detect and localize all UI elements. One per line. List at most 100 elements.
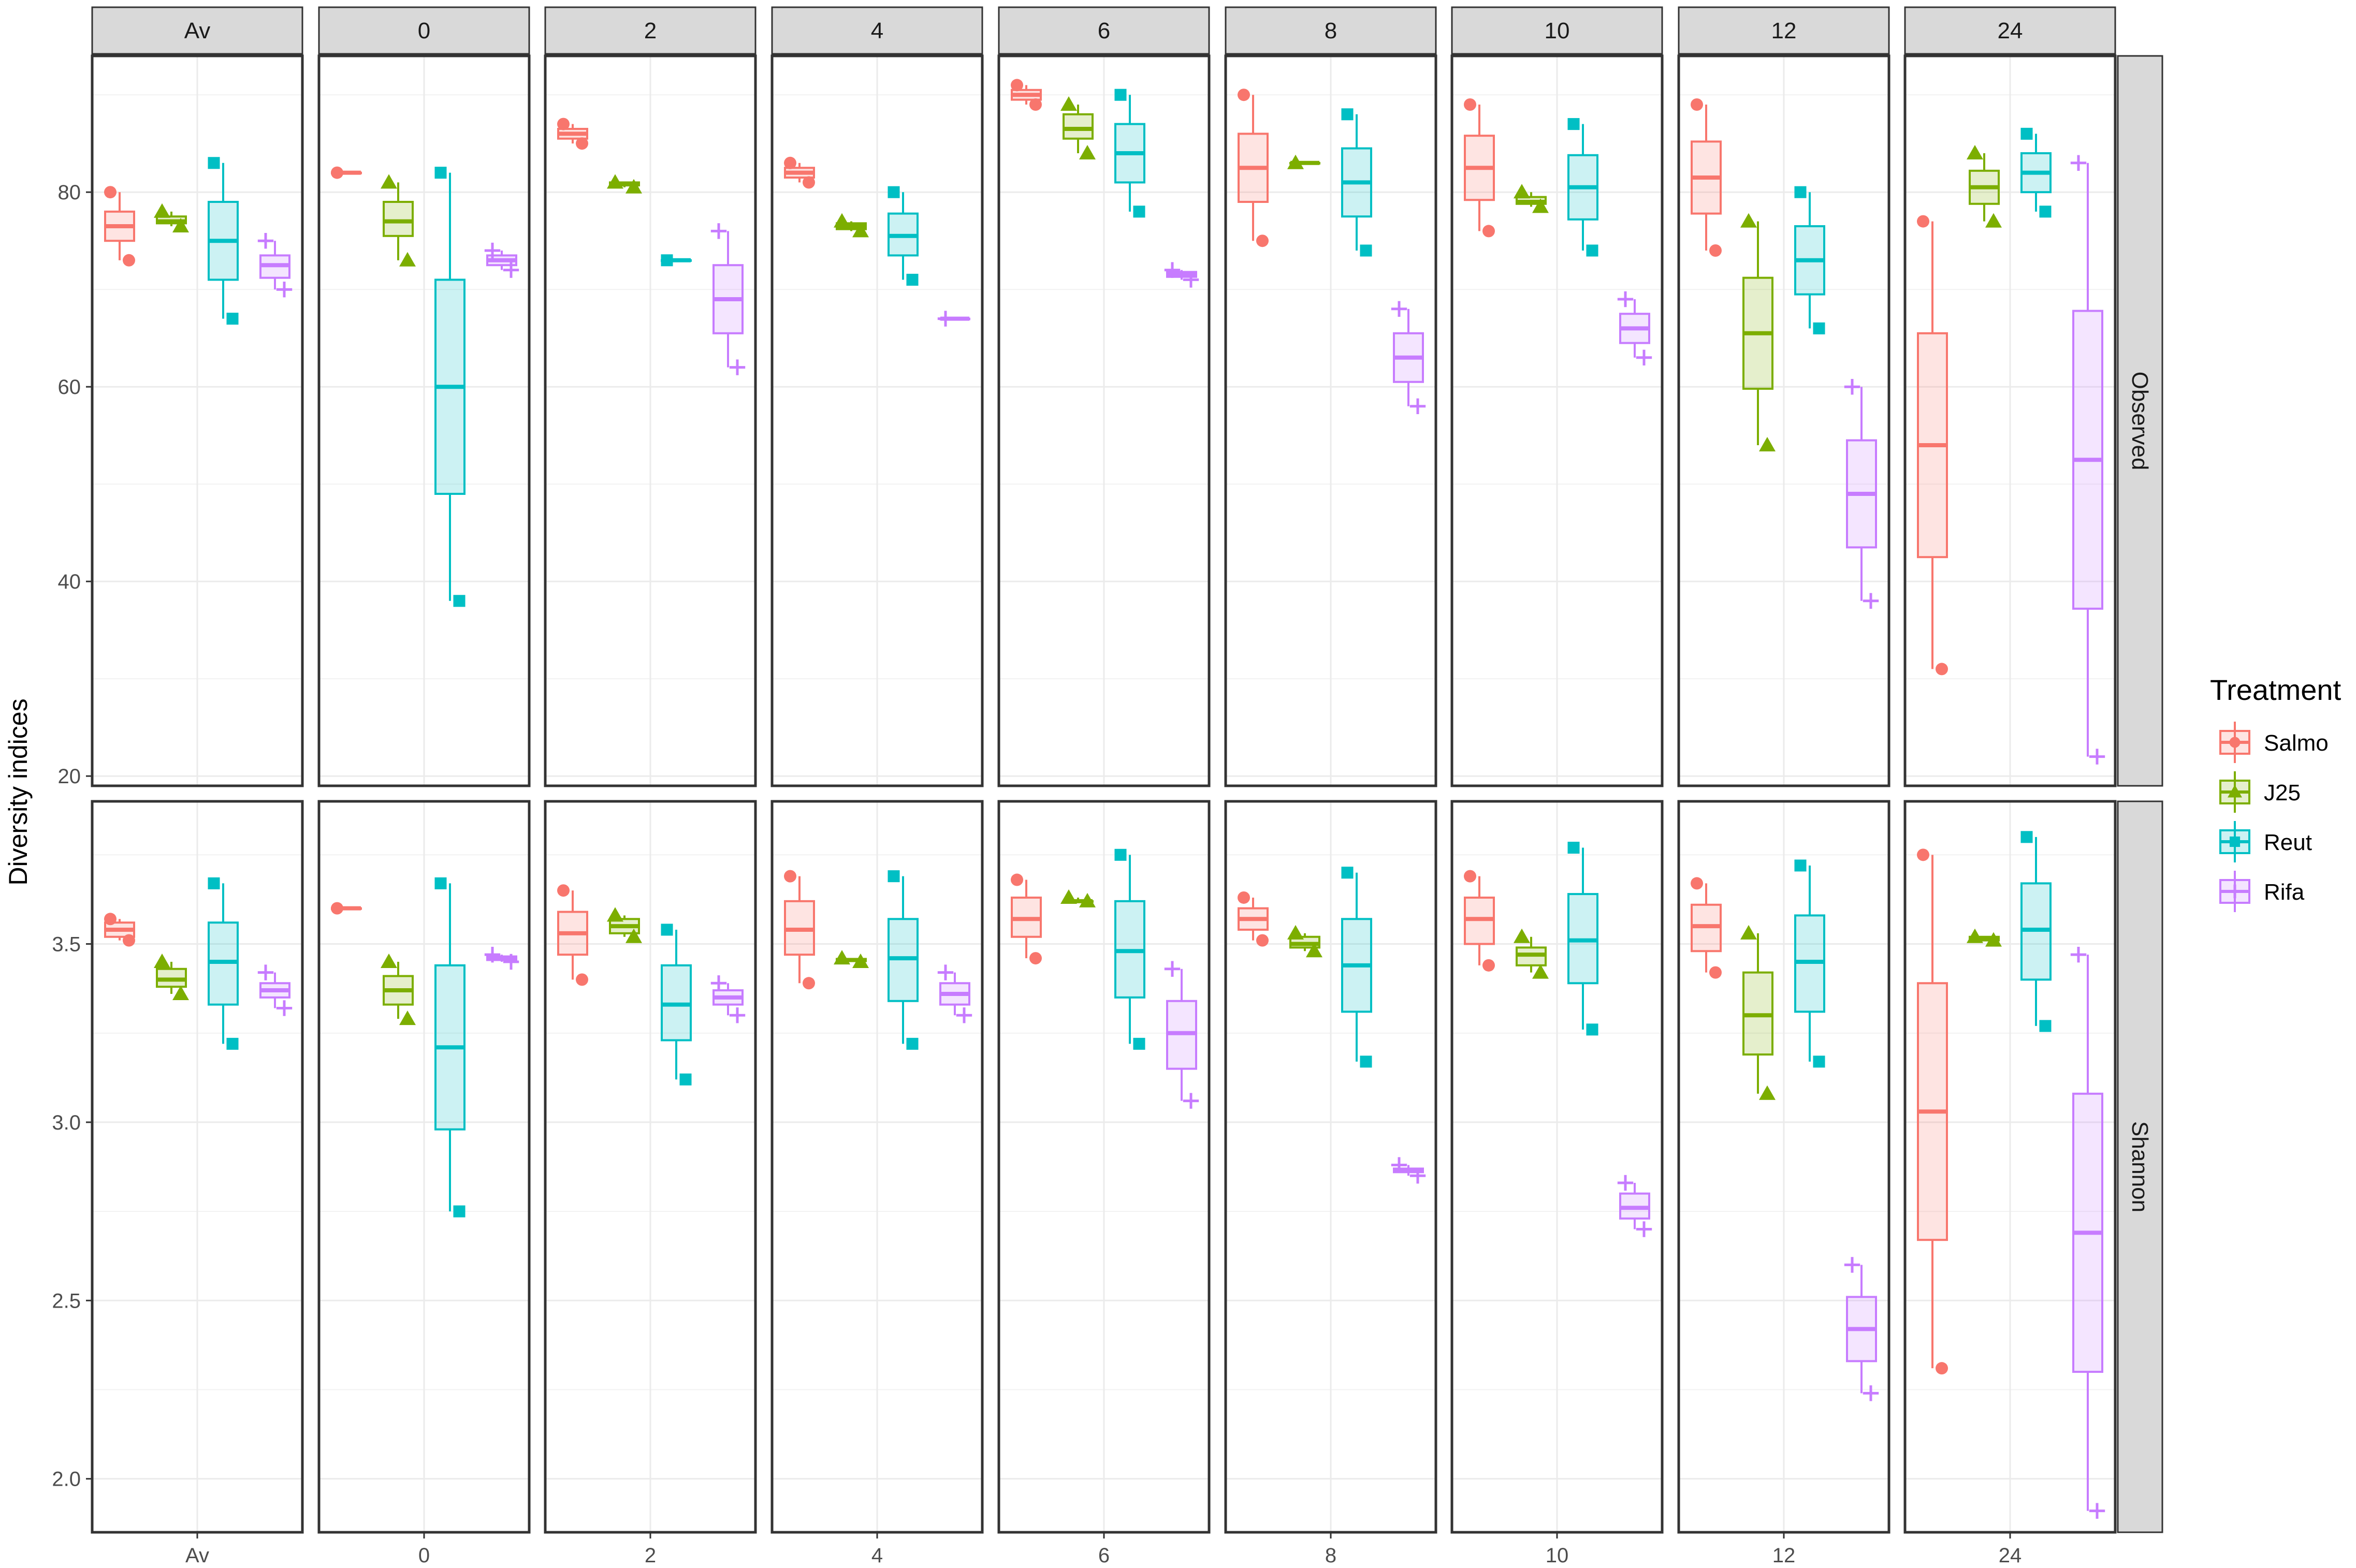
- panel-shannon-12: [1677, 800, 1890, 1534]
- data-point-salmo: [1011, 79, 1023, 92]
- col-strip-background: [771, 6, 983, 55]
- legend-label: J25: [2264, 780, 2301, 805]
- panel-observed-4: [770, 54, 984, 787]
- data-point-rifa: [2070, 155, 2087, 171]
- data-point-salmo: [557, 118, 570, 130]
- data-point-j25: [852, 223, 869, 238]
- box-rifa: [2070, 155, 2105, 765]
- box-j25: [1967, 145, 2002, 228]
- data-point-reut: [1360, 1056, 1372, 1068]
- box-reut: [661, 254, 692, 267]
- data-point-salmo: [557, 884, 570, 897]
- data-point-rifa: [276, 282, 293, 298]
- data-point-salmo: [784, 156, 796, 169]
- data-point-reut: [2020, 831, 2033, 843]
- box-salmo: [1917, 848, 1948, 1375]
- data-point-j25: [154, 953, 170, 968]
- col-strip-background: [1678, 6, 1890, 55]
- legend-key-marker-reut: [2229, 836, 2241, 847]
- data-point-salmo: [1464, 98, 1476, 111]
- data-point-rifa: [484, 242, 501, 259]
- x-tick-label: 24: [1999, 1544, 2022, 1567]
- box-j25: [1740, 213, 1776, 451]
- box-reut: [208, 877, 239, 1050]
- y-axis-title: Diversity indices: [4, 698, 33, 885]
- data-point-rifa: [1636, 1221, 1652, 1237]
- data-point-rifa: [1183, 272, 1199, 288]
- x-tick-label: 6: [1098, 1544, 1110, 1567]
- panel-border: [997, 54, 1211, 787]
- box-salmo: [104, 186, 135, 267]
- panel-border: [317, 54, 531, 787]
- box-reut: [1341, 867, 1372, 1068]
- data-point-rifa: [1183, 1093, 1199, 1109]
- data-point-rifa: [257, 233, 274, 249]
- col-strip-label: 0: [418, 18, 430, 43]
- box-j25: [1514, 184, 1549, 213]
- legend-title: Treatment: [2210, 673, 2342, 706]
- data-point-salmo: [1691, 98, 1703, 111]
- data-point-rifa: [2089, 749, 2105, 765]
- data-point-reut: [888, 870, 900, 883]
- panel-shannon-10: [1450, 800, 1664, 1534]
- box-reut: [888, 186, 919, 286]
- box-rifa: [1391, 301, 1426, 414]
- box-j25: [381, 174, 416, 267]
- x-tick-label: 8: [1325, 1544, 1336, 1567]
- data-point-reut: [661, 924, 673, 936]
- data-point-j25: [1287, 154, 1304, 169]
- panel-shannon-0: [317, 800, 531, 1534]
- panel-shannon-8: [1224, 800, 1437, 1534]
- col-strip-av: Av: [91, 6, 303, 55]
- data-point-rifa: [1164, 262, 1181, 278]
- legend-key-marker-rifa: [2228, 884, 2242, 899]
- y-tick-label: 60: [58, 376, 81, 399]
- y-tick-label: 80: [58, 181, 81, 204]
- data-point-j25: [1532, 964, 1549, 979]
- data-point-reut: [1114, 848, 1127, 861]
- col-strip-10: 10: [1451, 6, 1663, 55]
- legend-label: Salmo: [2264, 730, 2329, 756]
- data-point-j25: [1079, 892, 1096, 907]
- legend-item-salmo: Salmo: [2219, 722, 2329, 763]
- panel-observed-av: [91, 54, 304, 787]
- data-point-salmo: [1029, 98, 1042, 111]
- data-point-reut: [1794, 859, 1807, 872]
- box-j25: [1060, 889, 1096, 907]
- x-tick-label: 0: [418, 1544, 430, 1567]
- data-point-reut: [888, 186, 900, 198]
- box-j25: [834, 950, 869, 968]
- box-reut: [208, 157, 239, 325]
- data-point-reut: [1813, 322, 1825, 334]
- data-point-reut: [1360, 244, 1372, 257]
- data-point-reut: [679, 1073, 692, 1086]
- panel-shannon-4: [770, 800, 984, 1534]
- panel-border: [1224, 54, 1437, 787]
- data-point-j25: [399, 1010, 416, 1025]
- data-point-rifa: [710, 975, 727, 991]
- col-strip-8: 8: [1225, 6, 1437, 55]
- box-reut: [1114, 89, 1145, 218]
- box-j25: [1967, 928, 2002, 947]
- col-strip-background: [544, 6, 757, 55]
- data-point-salmo: [1936, 663, 1948, 676]
- panel-observed-8: [1224, 54, 1437, 787]
- col-strip-label: 8: [1325, 18, 1337, 43]
- panel-observed-24: [1903, 54, 2117, 787]
- data-point-j25: [1759, 437, 1776, 451]
- data-point-reut: [208, 877, 220, 889]
- data-point-j25: [381, 953, 397, 968]
- panel-observed-2: [544, 54, 757, 787]
- box-salmo: [331, 166, 362, 179]
- box-salmo: [1464, 870, 1495, 972]
- legend-key-marker-salmo: [2229, 737, 2241, 748]
- box-rifa: [937, 964, 972, 1023]
- row-strip-label: Shannon: [2127, 1121, 2153, 1212]
- y-tick-label: 40: [58, 570, 81, 593]
- data-point-j25: [1306, 943, 1322, 958]
- data-point-salmo: [1029, 952, 1042, 965]
- panel-border: [91, 54, 304, 787]
- data-point-reut: [2020, 127, 2033, 140]
- box-salmo: [1011, 873, 1042, 965]
